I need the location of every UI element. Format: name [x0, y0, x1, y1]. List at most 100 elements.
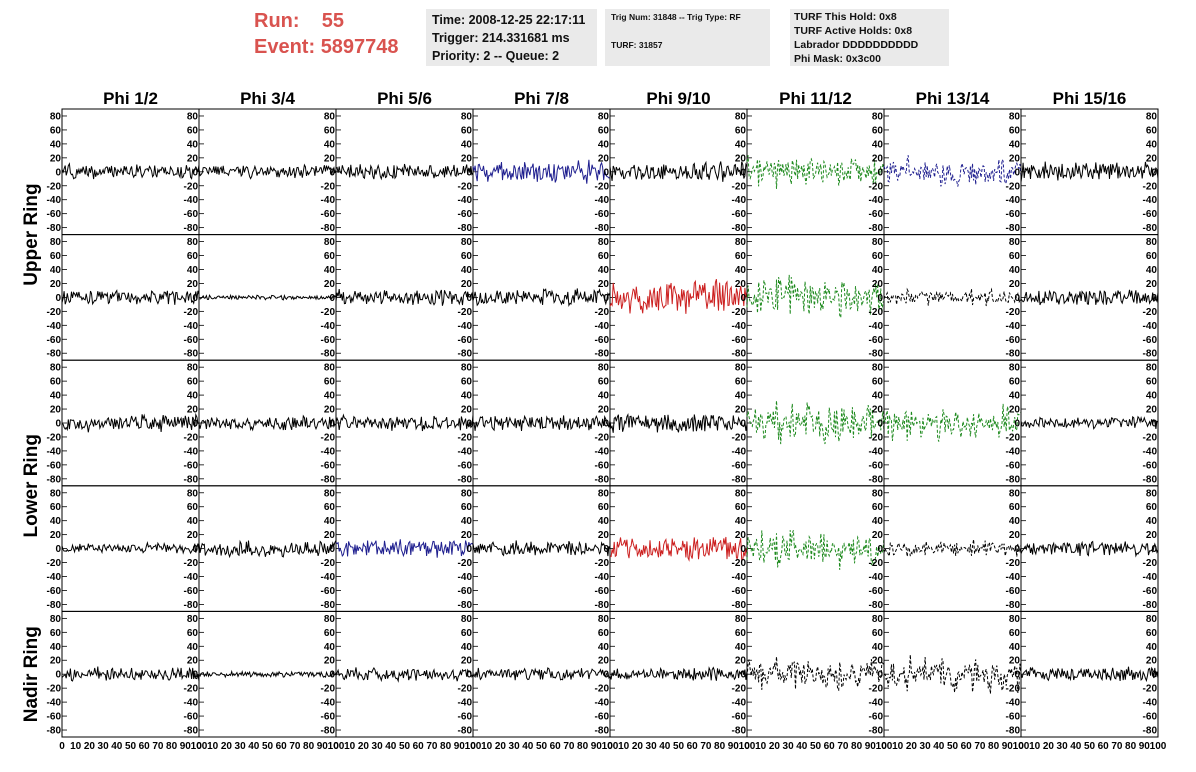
y-tick-label: 20 [1146, 279, 1158, 290]
y-tick-label: 60 [187, 377, 199, 388]
y-tick-label: -80 [47, 726, 62, 737]
y-tick-label: -40 [869, 698, 884, 709]
y-tick-label: -20 [869, 181, 884, 192]
y-tick-label: -40 [458, 572, 473, 583]
x-tick-label: 70 [426, 741, 438, 752]
y-tick-label: 20 [324, 405, 336, 416]
y-tick-label: -40 [869, 321, 884, 332]
y-tick-label: -60 [47, 586, 62, 597]
x-tick-label: 50 [673, 741, 685, 752]
y-tick-label: -20 [1006, 181, 1021, 192]
y-tick-label: 40 [598, 265, 610, 276]
y-tick-label: 20 [598, 153, 610, 164]
y-tick-label: 60 [50, 377, 62, 388]
y-tick-label: -60 [458, 460, 473, 471]
y-tick-label: 40 [735, 642, 747, 653]
y-tick-label: 40 [1009, 139, 1021, 150]
y-tick-label: -60 [1143, 712, 1158, 723]
y-tick-label: 20 [872, 153, 884, 164]
y-tick-label: 0 [466, 167, 472, 178]
y-tick-label: 40 [1146, 139, 1158, 150]
x-tick-label: 10 [207, 741, 219, 752]
y-tick-label: 20 [324, 153, 336, 164]
y-tick-label: -60 [321, 460, 336, 471]
y-tick-label: -60 [47, 209, 62, 220]
y-tick-label: 60 [872, 628, 884, 639]
y-tick-label: -80 [1143, 600, 1158, 611]
y-tick-label: 60 [735, 628, 747, 639]
y-tick-label: -80 [732, 223, 747, 234]
trig-num-text: Trig Num: 31848 -- Trig Type: RF [611, 12, 741, 22]
waveform-trace [883, 654, 1022, 694]
y-tick-label: 40 [872, 139, 884, 150]
y-tick-label: 0 [1014, 419, 1020, 430]
y-tick-label: 80 [461, 488, 473, 499]
x-tick-label: 70 [289, 741, 301, 752]
run-event-info: Run: 55 Event: 5897748 [254, 8, 399, 60]
y-tick-label: -40 [1143, 195, 1158, 206]
y-tick-label: 60 [1009, 377, 1021, 388]
y-tick-label: 0 [329, 293, 335, 304]
x-tick-label: 30 [646, 741, 658, 752]
waveform-trace [1020, 289, 1159, 306]
x-tick-label: 70 [152, 741, 164, 752]
y-tick-label: -40 [321, 572, 336, 583]
x-tick-label: 0 [59, 741, 65, 752]
y-tick-label: -40 [732, 321, 747, 332]
x-tick-label: 70 [1111, 741, 1123, 752]
y-tick-label: -80 [1143, 726, 1158, 737]
x-tick-label: 60 [550, 741, 562, 752]
y-tick-label: 60 [324, 377, 336, 388]
y-tick-label: -60 [1006, 460, 1021, 471]
y-tick-label: -40 [184, 698, 199, 709]
y-tick-label: -60 [732, 586, 747, 597]
x-tick-label: 80 [1125, 741, 1137, 752]
y-tick-label: -20 [732, 307, 747, 318]
y-tick-label: 40 [735, 139, 747, 150]
y-tick-label: -60 [595, 460, 610, 471]
y-tick-label: -40 [732, 195, 747, 206]
y-tick-label: -40 [47, 572, 62, 583]
waveform-trace [472, 159, 611, 184]
x-tick-label: 90 [317, 741, 329, 752]
waveform-trace [883, 155, 1022, 187]
y-tick-label: 0 [466, 544, 472, 555]
y-tick-label: -20 [732, 684, 747, 695]
y-tick-label: -40 [595, 698, 610, 709]
y-tick-label: 0 [466, 670, 472, 681]
y-tick-label: -20 [1006, 684, 1021, 695]
y-tick-label: 60 [1009, 125, 1021, 136]
y-tick-label: 0 [192, 293, 198, 304]
y-tick-label: -80 [321, 349, 336, 360]
y-tick-label: 60 [50, 502, 62, 513]
y-tick-label: 20 [598, 279, 610, 290]
y-tick-label: -80 [869, 600, 884, 611]
y-tick-label: 40 [872, 265, 884, 276]
y-tick-label: 80 [324, 614, 336, 625]
x-tick-label: 0 [333, 741, 339, 752]
waveform-trace [198, 539, 337, 559]
waveform-trace [1020, 161, 1159, 183]
y-tick-label: -20 [184, 181, 199, 192]
y-tick-label: 80 [872, 363, 884, 374]
y-tick-label: -20 [732, 181, 747, 192]
y-tick-label: -20 [869, 307, 884, 318]
waveform-trace [883, 403, 1022, 442]
y-tick-label: -20 [458, 684, 473, 695]
y-tick-label: 80 [461, 614, 473, 625]
x-tick-label: 50 [262, 741, 274, 752]
column-header-2: Phi 3/4 [240, 89, 295, 108]
x-tick-label: 20 [1043, 741, 1055, 752]
x-tick-label: 50 [399, 741, 411, 752]
y-tick-label: -40 [458, 321, 473, 332]
x-tick-label: 20 [632, 741, 644, 752]
y-tick-label: 80 [461, 111, 473, 122]
y-tick-label: 60 [50, 125, 62, 136]
event-row: Event: 5897748 [254, 34, 399, 60]
y-tick-label: 40 [1009, 516, 1021, 527]
y-tick-label: -40 [1006, 195, 1021, 206]
y-tick-label: 40 [598, 391, 610, 402]
y-tick-label: 0 [329, 419, 335, 430]
waveform-trace [746, 656, 885, 692]
priority-text: Priority: 2 -- Queue: 2 [432, 49, 560, 63]
